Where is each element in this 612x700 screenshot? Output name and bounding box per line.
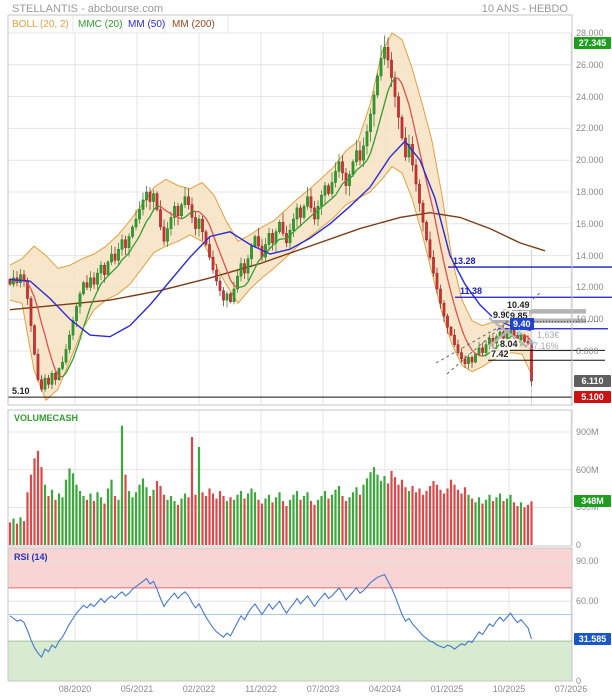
price-tick: 8.000 [576,346,599,356]
date-tick: 08/2020 [58,684,92,694]
price-tick: 26.000 [576,59,604,70]
volume-panel-title: VOLUMECASH [14,413,79,423]
measure-label[interactable]: 17.16% [528,341,559,351]
annotation-level-9-40[interactable]: 9.40 [510,317,534,330]
price-badge-5.100: 5.100 [574,391,611,404]
page-title: STELLANTIS - abcbourse.com [12,3,164,15]
annotation-level-9-85[interactable]: 9.85 [509,310,529,321]
measure-label[interactable]: 1,63€ [537,330,560,340]
annotation-level-8-04[interactable]: 8.04 [499,339,519,350]
date-tick: 04/2024 [368,684,402,694]
legend-item-mmc-20-[interactable]: MMC (20) [78,19,123,30]
date-tick: 01/2025 [430,684,464,694]
price-tick: 14.000 [576,250,604,261]
volume-tick: 0 [576,540,582,550]
legend-item-mm-50-[interactable]: MM (50) [128,19,166,30]
price-tick: 16.000 [576,218,604,229]
price-tick: 22.000 [576,123,604,134]
price-badge-6.110: 6.110 [574,375,611,388]
date-tick: 05/2021 [120,684,154,694]
volume-tick: 600M [576,464,599,475]
date-tick: 07/2026 [554,684,588,694]
rsi-tick: 90.00 [576,556,599,567]
volume-tick: 900M [576,426,599,437]
annotation-level-13-28[interactable]: 13.28 [453,256,476,267]
price-tick: 18.000 [576,187,604,197]
price-tick: 20.000 [576,155,604,166]
drawing-anchor-icon[interactable]: ✳ [515,328,524,339]
annotation-level-7-42[interactable]: 7.42 [490,349,510,360]
date-tick: 02/2022 [182,684,216,694]
rsi-badge: 31.585 [574,632,611,645]
annotation-level-11-38[interactable]: 11.38 [460,286,483,297]
annotation-level-9-90[interactable]: 9.90 [492,309,512,320]
drawing-anchor-icon[interactable]: ✳ [528,338,537,349]
price-tick: 24.000 [576,91,604,102]
legend-item-mm-200-[interactable]: MM (200) [172,19,215,30]
date-tick: 07/2023 [306,684,340,694]
price-tick: 12.000 [576,282,604,293]
rsi-tick: 60.00 [576,596,599,607]
price-badge-27.345: 27.345 [574,37,611,50]
rsi-panel-title: RSI (14) [14,552,48,562]
price-tick: 28.000 [576,28,604,38]
volume-badge: 348M [574,495,611,508]
volume-tick: 300M [576,502,599,513]
date-tick: 10/2025 [492,684,526,694]
support-price-label-5-10[interactable]: 5.10 [11,386,31,396]
timeframe-label: 10 ANS - HEBDO [481,3,568,15]
price-tick: 10.000 [576,314,604,325]
legend-item-boll-20-2-[interactable]: BOLL (20, 2) [12,19,69,30]
rsi-tick: 0 [576,676,582,686]
date-tick: 11/2022 [245,684,277,694]
annotation-level-10-49[interactable]: 10.49 [506,300,531,311]
